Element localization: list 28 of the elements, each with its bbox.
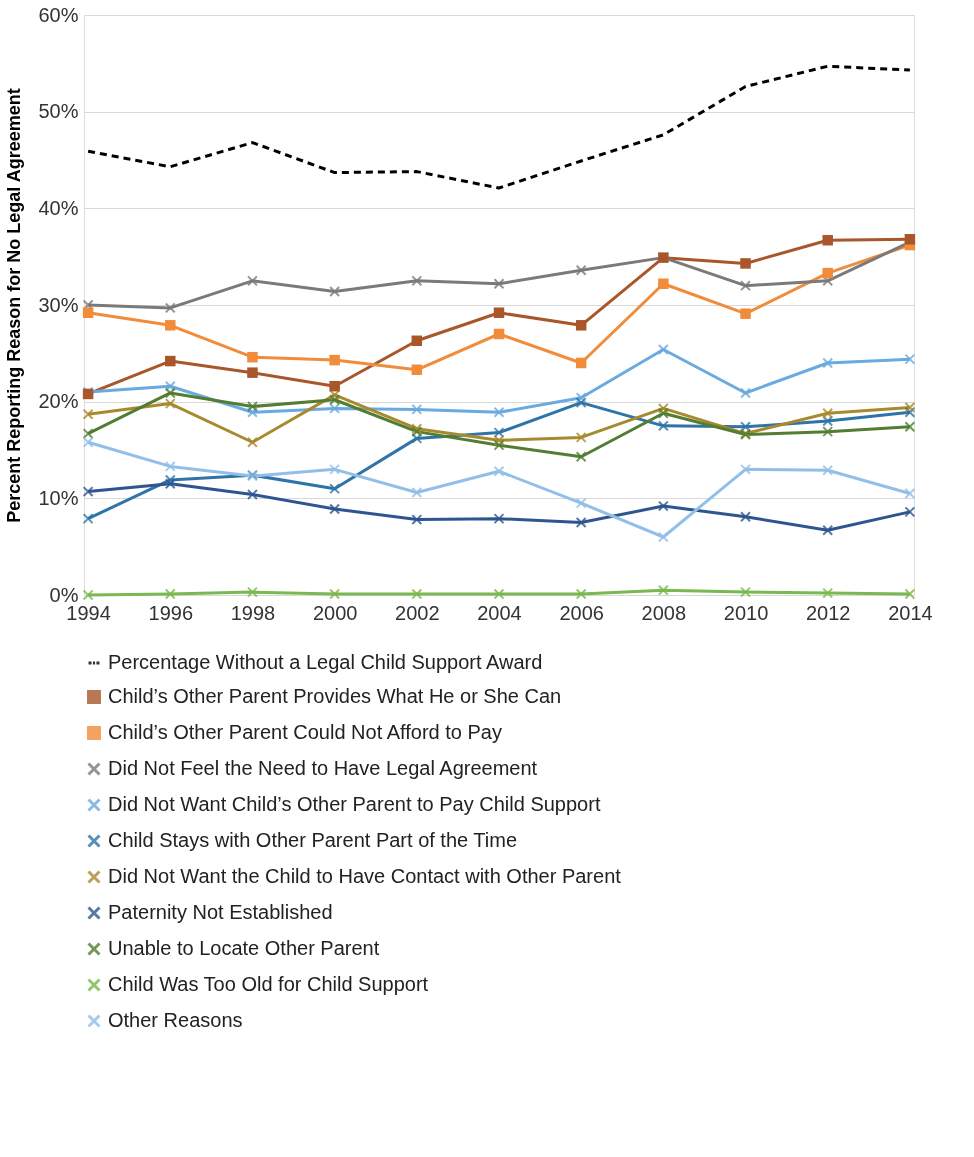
legend-label: Child’s Other Parent Provides What He or She Can (108, 685, 562, 707)
y-axis-title: Percent Reporting Reason for No Legal Agreement (4, 88, 25, 523)
legend-label: Percentage Without a Legal Child Support Award (108, 651, 543, 673)
y-tick-label: 50% (38, 100, 79, 123)
legend-label: Unable to Locate Other Parent (108, 937, 380, 959)
x-tick-label: 2008 (641, 601, 687, 624)
legend-label: Other Reasons (108, 1009, 243, 1031)
legend-label: Did Not Want Child’s Other Parent to Pay Child Support (108, 793, 601, 815)
x-tick-label: 2012 (805, 601, 851, 624)
y-tick-label: 30% (38, 293, 79, 316)
x-tick-label: 2000 (312, 601, 358, 624)
legend-label: Child Was Too Old for Child Support (108, 973, 429, 995)
legend-label: Child’s Other Parent Could Not Afford to Pay (108, 721, 502, 743)
legend-label: Did Not Want the Child to Have Contact with Other Parent (108, 865, 622, 887)
x-tick-label: 2002 (395, 601, 440, 624)
legend-label: Did Not Feel the Need to Have Legal Agreement (108, 757, 538, 779)
x-tick-label: 2004 (477, 601, 522, 624)
y-tick-label: 60% (38, 3, 79, 26)
legend-label: Child Stays with Other Parent Part of the Time (108, 829, 518, 851)
x-tick-label: 2014 (888, 601, 933, 624)
y-tick-label: 10% (38, 486, 79, 509)
x-tick-label: 1996 (148, 601, 194, 624)
x-tick-label: 2010 (723, 601, 769, 624)
x-tick-label: 2006 (559, 601, 604, 624)
legend-label: Paternity Not Established (108, 901, 333, 923)
x-tick-label: 1998 (230, 601, 276, 624)
y-tick-label: 20% (38, 390, 79, 413)
y-tick-label: 40% (38, 196, 79, 219)
